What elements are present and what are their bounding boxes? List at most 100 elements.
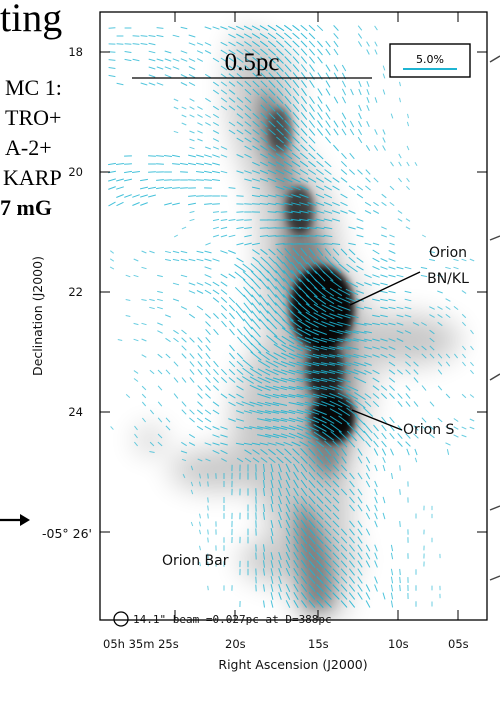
- polarization-vector: [181, 337, 187, 343]
- polarization-vector: [357, 520, 363, 528]
- polarization-vector: [242, 263, 254, 273]
- polarization-vector: [333, 32, 339, 40]
- polarization-vector: [308, 495, 316, 505]
- polarization-vector: [180, 26, 188, 30]
- polarization-vector: [364, 362, 372, 366]
- polarization-vector: [293, 543, 299, 553]
- polarization-vector: [268, 96, 276, 104]
- polarization-vector: [228, 219, 236, 221]
- polarization-vector: [258, 270, 270, 282]
- polarization-vector: [380, 266, 388, 270]
- polarization-vector: [134, 441, 138, 447]
- polarization-vector: [149, 451, 155, 453]
- polarization-vector: [397, 441, 403, 447]
- polarization-vector: [236, 81, 244, 87]
- polarization-vector: [172, 282, 180, 286]
- polarization-vector: [305, 328, 319, 336]
- polarization-vector: [325, 40, 331, 48]
- polarization-vector: [133, 258, 139, 262]
- polarization-vector: [397, 210, 403, 214]
- polarization-vector: [324, 488, 332, 496]
- polarization-vector: [293, 503, 299, 513]
- polarization-vector: [373, 201, 379, 207]
- polarization-vector: [212, 297, 220, 303]
- polarization-vector: [259, 302, 269, 314]
- polarization-vector: [300, 56, 308, 64]
- polarization-vector: [341, 96, 347, 104]
- polarization-vector: [380, 290, 388, 294]
- polarization-vector: [284, 87, 292, 97]
- polarization-vector: [251, 186, 261, 190]
- polarization-vector: [315, 235, 325, 237]
- polarization-vector: [236, 105, 244, 111]
- polarization-vector: [445, 266, 451, 270]
- polarization-vector: [363, 306, 373, 310]
- polarization-vector: [260, 56, 268, 64]
- polarization-vector: [358, 80, 362, 88]
- polarization-vector: [298, 286, 310, 298]
- polarization-vector: [437, 321, 443, 327]
- polarization-vector: [340, 488, 348, 496]
- polarization-vector: [381, 226, 387, 230]
- polarization-vector: [323, 193, 333, 199]
- polarization-vector: [348, 256, 356, 264]
- polarization-vector: [337, 392, 351, 400]
- polarization-vector: [220, 154, 228, 158]
- polarization-vector: [280, 385, 296, 391]
- polarization-vector: [324, 576, 332, 584]
- polarization-vector: [274, 262, 286, 274]
- polarization-vector: [337, 305, 351, 311]
- polarization-vector: [299, 210, 309, 214]
- polarization-vector: [337, 296, 351, 304]
- polarization-vector: [324, 600, 332, 608]
- polarization-vector: [363, 330, 373, 334]
- polarization-vector: [366, 120, 370, 128]
- polarization-vector: [338, 263, 350, 273]
- polarization-vector: [235, 426, 245, 430]
- polarization-vector: [296, 424, 312, 432]
- polarization-vector: [207, 537, 209, 543]
- polarization-vector: [278, 479, 282, 489]
- polarization-vector: [283, 202, 293, 206]
- polarization-vector: [265, 368, 279, 376]
- polarization-vector: [324, 248, 332, 256]
- polarization-vector: [309, 104, 315, 112]
- polarization-vector: [292, 456, 300, 464]
- polarization-vector: [404, 306, 412, 310]
- polarization-vector: [270, 487, 274, 497]
- polarization-vector: [462, 345, 466, 351]
- polarization-vector: [165, 353, 171, 359]
- polarization-vector: [388, 361, 396, 367]
- polarization-vector: [358, 88, 362, 96]
- polarization-vector: [292, 32, 300, 40]
- polarization-vector: [249, 367, 263, 377]
- polarization-vector: [207, 481, 209, 487]
- polarization-vector: [372, 338, 380, 342]
- polarization-vector: [372, 346, 380, 350]
- polarization-vector: [304, 409, 320, 415]
- polarization-vector: [133, 274, 139, 278]
- polarization-vector: [172, 250, 180, 254]
- polarization-vector: [285, 583, 291, 593]
- polarization-vector: [364, 369, 372, 375]
- polarization-vector: [235, 302, 245, 314]
- polarization-vector: [205, 385, 211, 391]
- polarization-vector: [355, 430, 365, 442]
- polarization-vector: [285, 567, 291, 577]
- polarization-vector: [270, 471, 274, 481]
- polarization-vector: [204, 50, 212, 54]
- polarization-vector: [280, 377, 296, 383]
- polarization-vector: [340, 472, 348, 480]
- polarization-vector: [265, 393, 279, 399]
- polarization-vector: [278, 559, 282, 569]
- polarization-vector: [453, 306, 459, 310]
- polarization-vector: [212, 289, 220, 295]
- polarization-vector: [332, 256, 340, 264]
- polarization-vector: [315, 202, 325, 206]
- polarization-vector: [243, 294, 253, 306]
- polarization-vector: [364, 401, 372, 407]
- polarization-vector: [364, 242, 372, 246]
- polarization-vector: [149, 306, 155, 310]
- polarization-vector: [236, 410, 244, 414]
- polarization-vector: [275, 270, 285, 282]
